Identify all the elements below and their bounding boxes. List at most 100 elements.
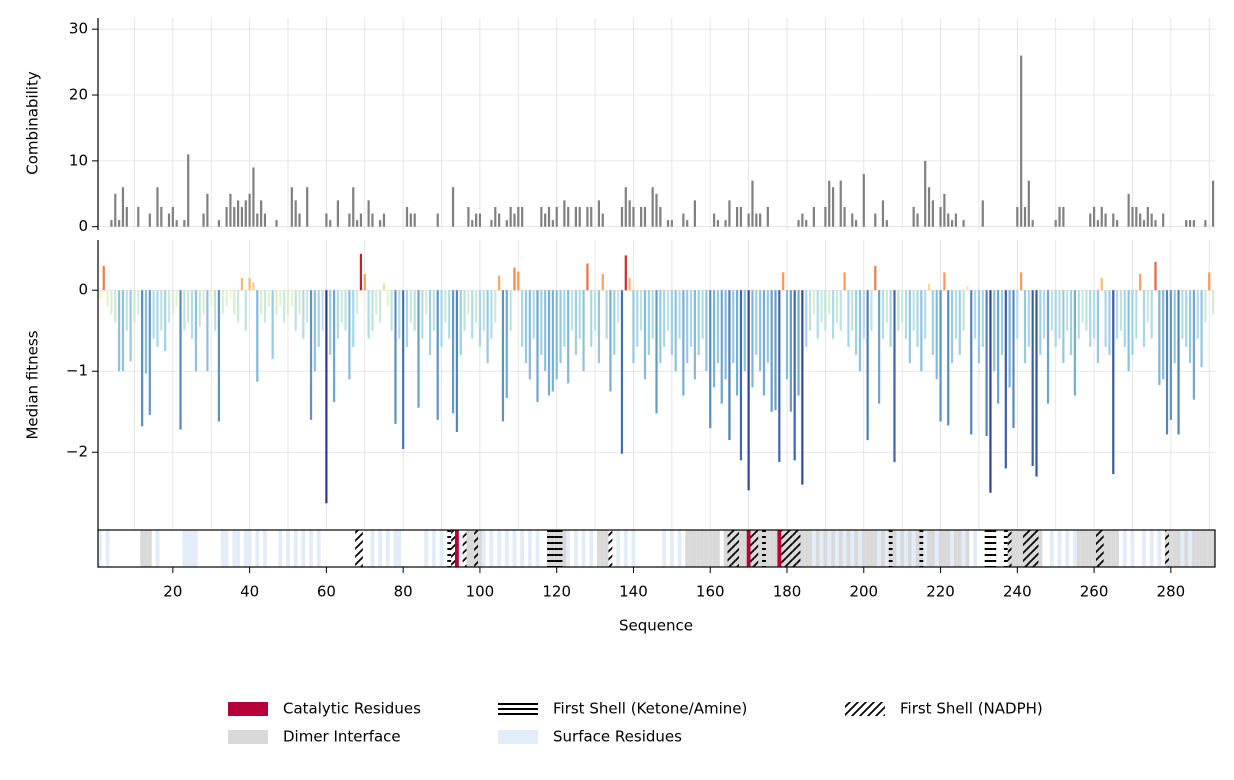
bar: [263, 213, 267, 227]
bar: [728, 290, 731, 441]
bar: [1039, 290, 1042, 356]
bar: [855, 290, 858, 356]
residue-annotation: [631, 530, 636, 567]
residue-annotation: [1084, 530, 1089, 567]
residue-annotation: [140, 530, 145, 567]
residue-annotation: [900, 530, 905, 567]
residue-annotation: [896, 530, 901, 567]
bar: [947, 213, 950, 227]
residue-annotation: [1034, 530, 1039, 567]
bar: [521, 290, 524, 347]
residue-annotation: [527, 530, 532, 567]
bar: [1204, 290, 1207, 323]
residue-annotation: [144, 530, 148, 567]
bar: [110, 220, 113, 227]
bar: [121, 187, 125, 227]
bar: [778, 290, 781, 462]
bar: [237, 290, 240, 323]
bar: [881, 200, 885, 227]
bar: [774, 290, 777, 411]
bar: [824, 206, 827, 227]
bar: [617, 290, 620, 323]
bar: [1181, 290, 1184, 339]
bar: [1027, 290, 1030, 347]
bar: [233, 290, 236, 315]
bar: [567, 290, 570, 384]
residue-annotation: [547, 530, 551, 567]
bar: [275, 220, 278, 227]
y-tick-label: −2: [66, 443, 88, 461]
bar: [517, 271, 520, 291]
bar: [889, 290, 892, 347]
bar: [716, 290, 720, 364]
residue-annotation: [1176, 530, 1181, 567]
bar: [505, 290, 508, 398]
bar: [924, 290, 927, 339]
bar: [636, 290, 639, 347]
residue-annotation: [792, 530, 797, 567]
bar: [597, 200, 601, 227]
residue-annotation: [497, 530, 502, 567]
residue-annotation: [834, 530, 839, 567]
residue-annotation: [873, 530, 878, 567]
bar: [1054, 290, 1057, 347]
residue-annotation: [616, 530, 621, 567]
residue-annotation: [992, 530, 997, 567]
bar: [459, 290, 462, 356]
bar: [993, 290, 996, 372]
bar: [1162, 290, 1165, 380]
bar: [1112, 213, 1115, 227]
residue-annotation: [988, 530, 993, 567]
residue-annotation: [562, 530, 567, 567]
bar: [367, 290, 370, 339]
bar: [643, 206, 647, 227]
residue-annotation: [470, 530, 475, 567]
residue-annotation: [293, 530, 298, 567]
bar: [494, 290, 497, 323]
bar: [298, 213, 301, 227]
bar: [244, 200, 247, 227]
bar: [371, 290, 374, 331]
residue-annotation: [447, 530, 452, 567]
bar: [451, 290, 455, 414]
bar: [593, 290, 597, 331]
bar: [1192, 290, 1195, 400]
bar: [363, 274, 366, 291]
residue-annotation: [439, 530, 444, 567]
bar: [141, 290, 144, 427]
bar: [1031, 220, 1034, 227]
bar: [651, 290, 654, 339]
bar: [271, 290, 274, 360]
residue-annotation: [1023, 530, 1027, 567]
bar: [332, 290, 336, 403]
residue-annotation: [355, 530, 360, 567]
bar: [359, 253, 363, 291]
bar: [248, 278, 251, 291]
bar: [167, 290, 171, 323]
bar: [144, 290, 148, 374]
bar: [567, 206, 570, 227]
bar: [202, 213, 205, 227]
bar: [371, 213, 374, 227]
bar: [931, 200, 934, 227]
bar: [1123, 290, 1126, 347]
bar: [444, 290, 447, 323]
residue-annotation: [451, 530, 455, 567]
residue-annotation: [662, 530, 667, 567]
bar: [862, 290, 865, 339]
residue-annotation: [378, 530, 383, 567]
residue-annotation: [823, 530, 828, 567]
bar: [206, 290, 209, 372]
residue-annotation: [934, 530, 939, 567]
bar: [1050, 290, 1053, 331]
bar: [137, 206, 140, 227]
bar: [114, 193, 117, 227]
bar: [551, 290, 554, 392]
residue-annotation: [742, 530, 747, 567]
residue-annotation: [927, 530, 931, 567]
bar: [1016, 206, 1019, 227]
bar: [904, 290, 908, 339]
bar: [851, 290, 854, 331]
bar: [997, 290, 1000, 404]
bar: [824, 290, 827, 331]
